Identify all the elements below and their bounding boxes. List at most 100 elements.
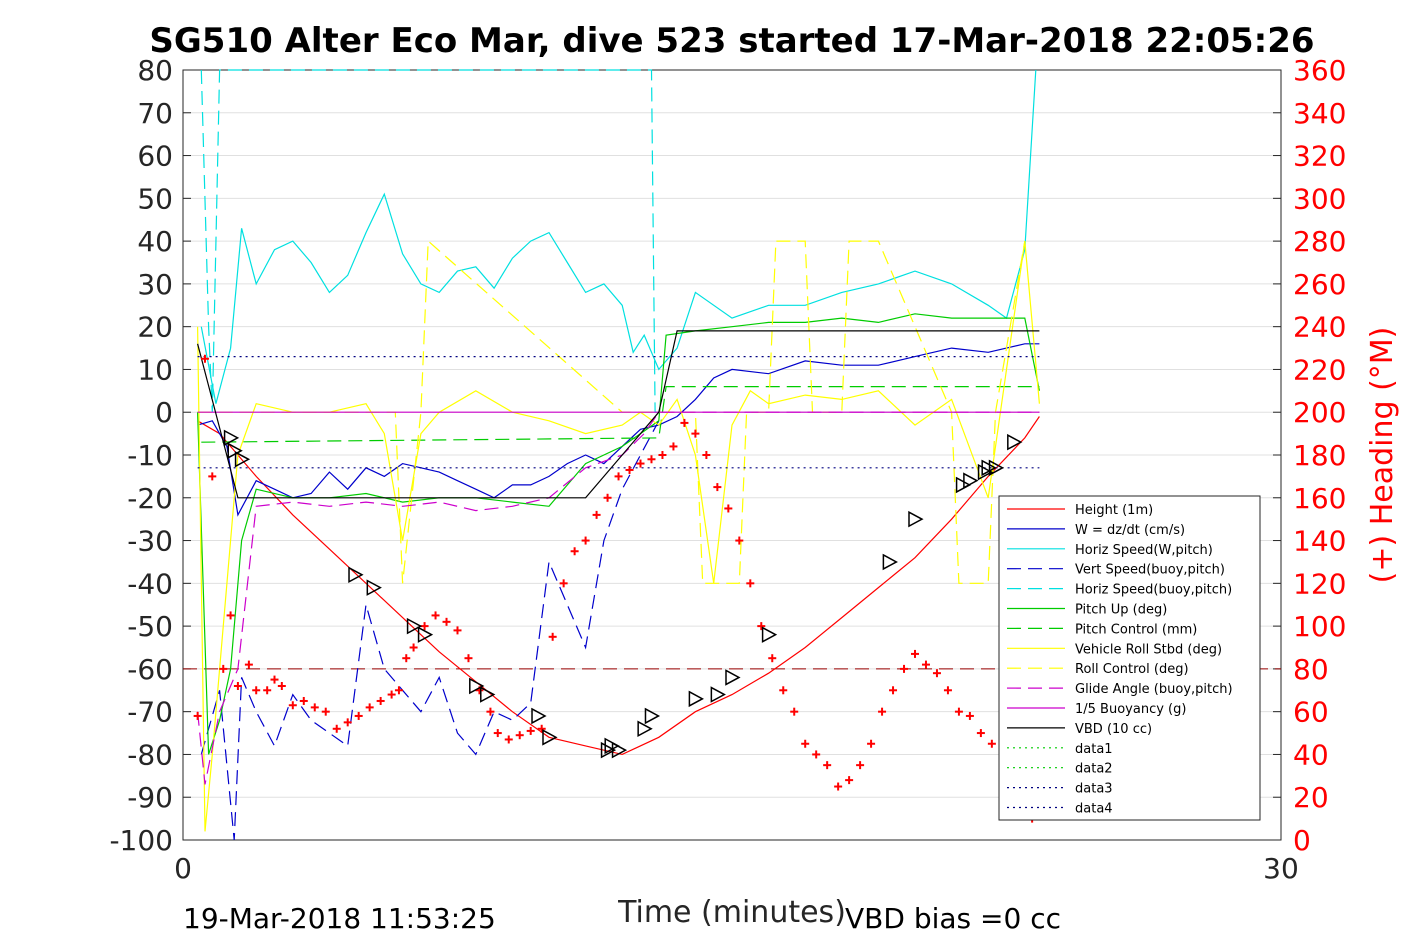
- triangle-marker: [882, 553, 898, 571]
- heading-point: [515, 731, 524, 740]
- series-line-7: [197, 241, 1040, 832]
- y-right-tick-label: 100: [1293, 610, 1346, 643]
- heading-point: [592, 510, 601, 519]
- series-line-8: [197, 239, 1026, 584]
- heading-point: [504, 735, 513, 744]
- heading-point: [402, 654, 411, 663]
- heading-point: [321, 707, 330, 716]
- heading-point: [801, 739, 810, 748]
- legend: Height (1m) W = dz/dt (cm/s) Horiz Speed(W…: [998, 495, 1261, 821]
- triangle-markers: [223, 429, 1023, 759]
- heading-point: [537, 724, 546, 733]
- heading-point: [409, 643, 418, 652]
- heading-point: [299, 696, 308, 705]
- heading-point: [636, 459, 645, 468]
- heading-point: [757, 622, 766, 631]
- triangle-marker: [234, 451, 251, 468]
- triangle-marker: [469, 677, 485, 695]
- x-axis-label: Time (minutes): [617, 895, 846, 930]
- legend-label: W = dz/dt (cm/s): [1075, 523, 1185, 538]
- heading-point: [954, 707, 963, 716]
- triangle-marker: [977, 463, 994, 481]
- triangle-marker: [725, 669, 741, 686]
- heading-point: [219, 664, 228, 673]
- heading-point: [647, 455, 656, 464]
- heading-point: [658, 451, 667, 459]
- heading-point: [943, 686, 952, 695]
- legend-label: data4: [1075, 802, 1113, 817]
- y-right-tick-label: 260: [1293, 268, 1346, 301]
- legend-label: Vehicle Roll Stbd (deg): [1075, 642, 1222, 657]
- y-tick-label: 80: [137, 54, 173, 87]
- heading-point: [900, 664, 909, 673]
- y-right-tick-label: 220: [1293, 353, 1346, 386]
- y-tick-label: -40: [127, 567, 173, 600]
- heading-point: [310, 703, 319, 712]
- heading-point: [702, 451, 711, 459]
- legend-label: Pitch Control (mm): [1075, 622, 1197, 637]
- y-tick-label: -30: [127, 525, 173, 558]
- y-tick-label: -90: [127, 781, 173, 814]
- triangle-marker: [348, 566, 364, 584]
- y-ticks-right: 3603403203002802602402202001801601401201…: [1273, 54, 1346, 857]
- legend-label: VBD (10 cc): [1075, 722, 1152, 737]
- heading-point: [387, 690, 396, 699]
- legend-label: data3: [1075, 782, 1113, 797]
- heading-point: [911, 649, 919, 658]
- heading-point: [713, 483, 722, 492]
- y-tick-label: -20: [127, 482, 173, 515]
- heading-point: [812, 750, 821, 759]
- triangle-marker: [963, 472, 979, 489]
- y-right-tick-label: 240: [1293, 311, 1346, 344]
- heading-point: [394, 686, 403, 695]
- y-right-tick-label: 280: [1293, 225, 1346, 258]
- y-right-tick-label: 60: [1293, 696, 1329, 729]
- heading-point: [987, 739, 996, 748]
- y-right-tick-label: 0: [1293, 824, 1311, 857]
- heading-point: [976, 729, 985, 738]
- y-axis-label-right: (+) Heading (°M): [1365, 327, 1400, 584]
- heading-point: [735, 536, 744, 545]
- legend-label: Height (1m): [1075, 503, 1153, 518]
- y-right-tick-label: 120: [1293, 567, 1346, 600]
- y-tick-label: 70: [137, 97, 173, 130]
- heading-point: [932, 669, 941, 678]
- triangle-marker: [908, 510, 924, 528]
- heading-point: [768, 654, 777, 663]
- y-tick-label: 30: [137, 268, 173, 301]
- x-tick-label: 0: [174, 852, 192, 885]
- heading-point: [603, 493, 612, 502]
- legend-label: Horiz Speed(buoy,pitch): [1075, 583, 1232, 598]
- heading-point: [779, 686, 788, 695]
- y-tick-label: 50: [137, 182, 173, 215]
- series-line-6: [201, 386, 1040, 443]
- triangle-marker: [604, 737, 620, 755]
- y-tick-label: 10: [137, 353, 173, 386]
- heading-point: [354, 711, 363, 720]
- triangle-marker: [366, 579, 382, 596]
- heading-point: [889, 686, 898, 695]
- triangle-marker: [611, 741, 628, 759]
- triangle-marker: [710, 686, 726, 703]
- heading-point: [376, 696, 385, 705]
- heading-point: [746, 579, 755, 588]
- heading-point: [867, 739, 876, 748]
- chart-title: SG510 Alter Eco Mar, dive 523 started 17…: [149, 21, 1314, 61]
- triangle-marker: [542, 729, 558, 746]
- y-tick-label: -100: [109, 824, 173, 857]
- heading-point: [263, 686, 272, 695]
- x-tick-label: 30: [1263, 852, 1299, 885]
- heading-point: [625, 465, 634, 474]
- heading-point: [252, 686, 261, 695]
- heading-point: [680, 418, 689, 427]
- y-tick-label: 0: [155, 396, 173, 429]
- triangle-marker: [1007, 433, 1023, 451]
- heading-point: [691, 429, 700, 438]
- y-right-tick-label: 200: [1293, 396, 1346, 429]
- y-right-tick-label: 80: [1293, 653, 1329, 686]
- heading-point: [193, 711, 202, 720]
- heading-point: [669, 442, 678, 451]
- heading-point: [581, 536, 590, 545]
- y-right-tick-label: 160: [1293, 482, 1346, 515]
